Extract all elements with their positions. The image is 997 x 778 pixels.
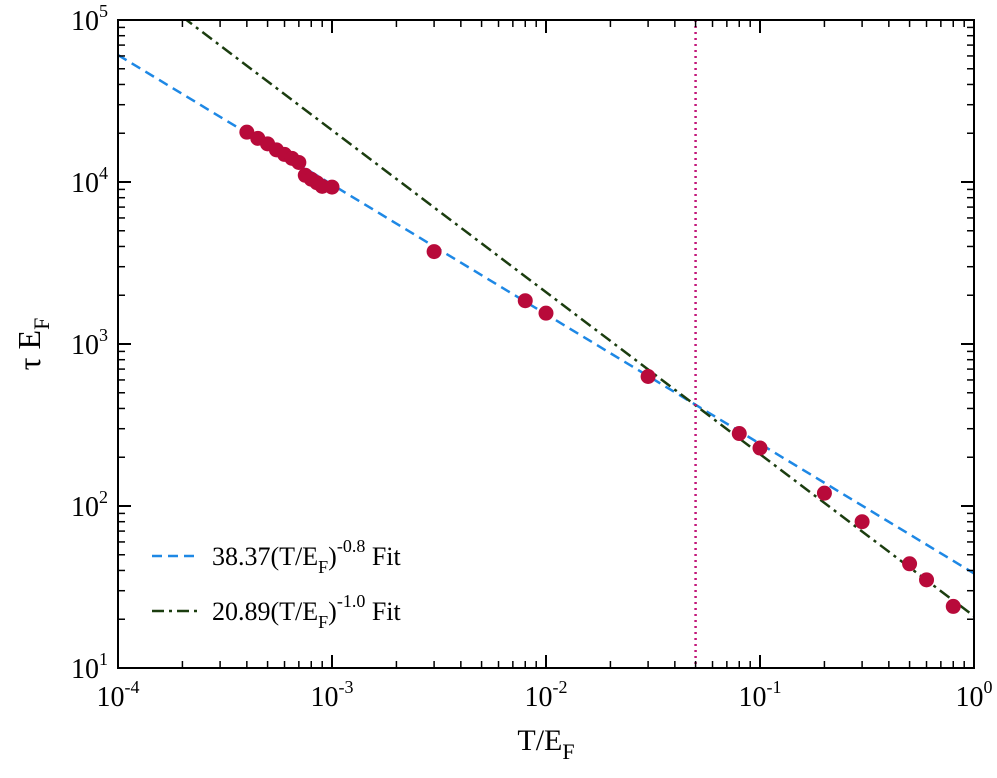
x-tick-label-exponent: 0 <box>984 677 993 697</box>
y-tick-label: 104 <box>71 163 108 199</box>
data-point <box>538 305 554 321</box>
y-tick-label-exponent: 5 <box>99 1 108 21</box>
data-point <box>752 440 768 456</box>
axis-ticks <box>117 19 975 669</box>
x-tick-label: 10-3 <box>311 677 354 713</box>
legend-label-subscript: F <box>318 612 328 632</box>
legend-label-fit-power-0.8: 38.37(T/EF)-0.8 Fit <box>212 536 402 577</box>
x-tick-label: 10-1 <box>739 677 782 713</box>
data-point <box>640 369 656 385</box>
legend-label-coefficient: 20.89(T/E <box>212 597 318 626</box>
data-point <box>324 179 340 195</box>
y-tick-label-exponent: 1 <box>99 649 108 669</box>
y-tick-label-base: 10 <box>71 330 99 361</box>
x-tick-label-base: 10 <box>739 682 767 713</box>
y-tick-label-base: 10 <box>71 6 99 37</box>
x-axis-label-main: T/E <box>517 724 562 757</box>
x-tick-label: 10-4 <box>97 677 140 713</box>
x-axis-label-subscript: F <box>562 739 574 764</box>
data-point <box>426 244 442 260</box>
data-point <box>731 426 747 442</box>
y-tick-label: 102 <box>71 487 108 523</box>
data-point <box>239 124 255 140</box>
legend-label-suffix: Fit <box>365 542 401 571</box>
y-tick-label-exponent: 3 <box>99 325 108 345</box>
data-point <box>902 556 918 572</box>
data-point <box>291 154 307 170</box>
x-tick-label: 100 <box>956 677 993 713</box>
y-tick-label-exponent: 2 <box>99 487 108 507</box>
y-tick-label: 105 <box>71 1 108 37</box>
x-tick-label-base: 10 <box>956 682 984 713</box>
x-tick-label-exponent: -1 <box>767 677 782 697</box>
legend-label-subscript: F <box>318 557 328 577</box>
y-tick-label: 103 <box>71 325 108 361</box>
data-point <box>919 572 935 588</box>
legend-label-exponent: -1.0 <box>337 591 366 611</box>
x-tick-label-exponent: -2 <box>553 677 568 697</box>
y-axis-label: τ EF <box>11 318 54 371</box>
x-axis-label: T/EF <box>517 724 574 764</box>
data-point <box>854 514 870 530</box>
x-tick-label: 10-2 <box>525 677 568 713</box>
y-tick-label-exponent: 4 <box>99 163 108 183</box>
y-axis-label-subscript: F <box>29 318 54 330</box>
y-tick-label: 101 <box>71 649 108 685</box>
legend-label-close: ) <box>328 597 337 626</box>
y-axis-label-main: τ E <box>11 330 47 370</box>
legend-label-suffix: Fit <box>365 597 401 626</box>
axis-labels: 10-4 10-3 10-2 10-1 100101102103104105T/EFτ … <box>11 1 993 764</box>
legend-label-fit-power-1.0: 20.89(T/EF)-1.0 Fit <box>212 591 402 632</box>
legend-label-close: ) <box>328 542 337 571</box>
legend-label-exponent: -0.8 <box>337 536 366 556</box>
x-tick-label-base: 10 <box>311 682 339 713</box>
x-tick-label-base: 10 <box>97 682 125 713</box>
fit-line-fit-power-1.0 <box>184 20 974 618</box>
data-point <box>945 598 961 614</box>
y-tick-label-base: 10 <box>71 168 99 199</box>
y-tick-label-base: 10 <box>71 492 99 523</box>
plot-area-series <box>118 20 974 668</box>
y-tick-label-base: 10 <box>71 654 99 685</box>
data-point <box>517 293 533 309</box>
legend-label-coefficient: 38.37(T/E <box>212 542 318 571</box>
data-point <box>816 485 832 501</box>
x-tick-label-exponent: -3 <box>339 677 354 697</box>
x-tick-label-base: 10 <box>525 682 553 713</box>
x-tick-label-exponent: -4 <box>125 677 140 697</box>
